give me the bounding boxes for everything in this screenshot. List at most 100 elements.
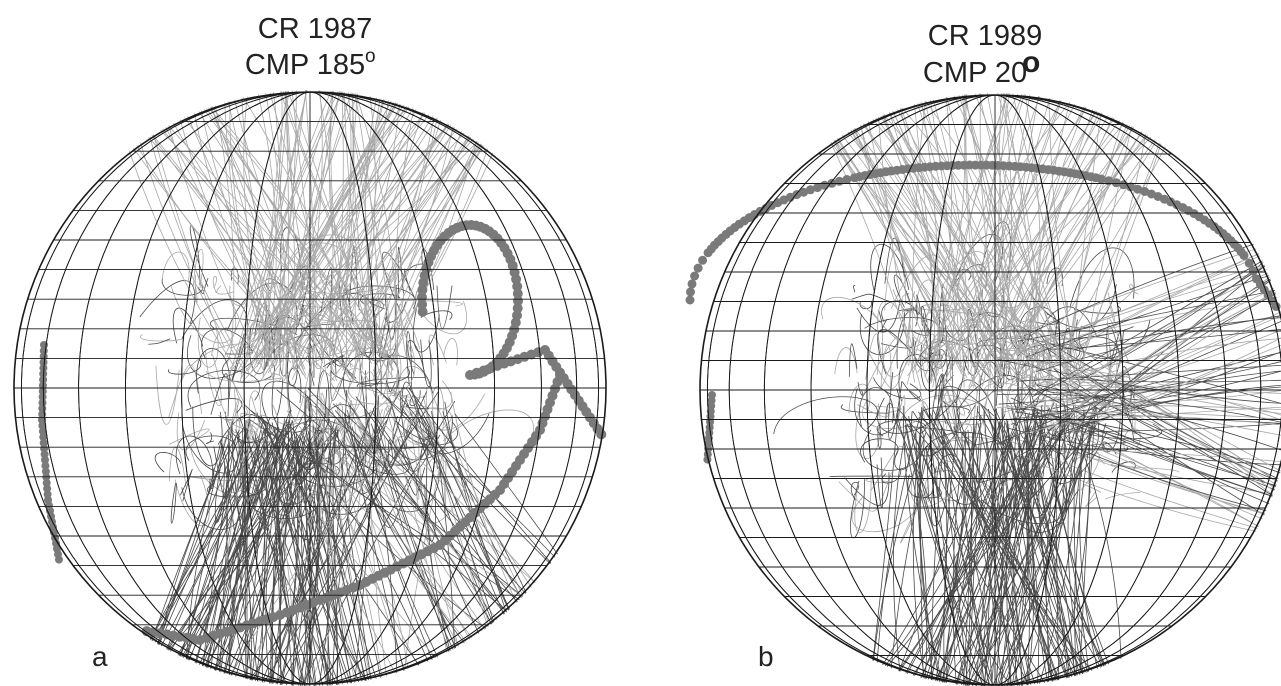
field-loop [170, 482, 177, 524]
field-loop [182, 426, 239, 474]
neutral-line-b [685, 160, 1281, 464]
neutral-line-dot [1111, 178, 1121, 188]
field-loop [1101, 418, 1121, 453]
open-field-line [995, 356, 1281, 428]
meridian-line [763, 95, 1227, 685]
open-field-line [1078, 419, 1281, 506]
field-loop [930, 490, 959, 501]
open-field-line [291, 90, 462, 380]
open-field-line [244, 90, 337, 366]
neutral-line-dot [38, 387, 47, 396]
field-loop [940, 385, 995, 425]
field-loop [877, 422, 882, 449]
field-loop [329, 371, 367, 406]
field-loop [942, 251, 989, 287]
field-loop [890, 254, 956, 316]
field-loop [1013, 393, 1046, 409]
open-field-line [996, 312, 1281, 445]
panel-b: CR 1989 CMP 20 o b [685, 20, 1281, 686]
field-loop [169, 428, 210, 445]
open-field-line [1041, 395, 1281, 440]
panel-a-title-line1: CR 1987 [258, 13, 372, 45]
field-loop [880, 344, 892, 390]
field-loop [197, 317, 219, 368]
open-field-line [307, 430, 338, 686]
open-field-line [941, 411, 1064, 686]
open-field-line [288, 424, 325, 686]
field-loop [921, 401, 939, 456]
field-loop [397, 246, 404, 299]
open-field-line [1079, 433, 1106, 686]
neutral-line-dot [38, 398, 47, 407]
field-loop [148, 338, 171, 345]
field-loop [388, 439, 394, 464]
field-loop [876, 419, 927, 437]
open-field-line [322, 90, 383, 356]
field-loop [385, 380, 396, 393]
field-loop [161, 251, 190, 284]
neutral-line-dot [39, 364, 48, 373]
field-loop [1117, 284, 1139, 305]
open-field-line [185, 437, 302, 686]
limb-circle [699, 94, 1281, 686]
open-field-line [327, 438, 372, 686]
open-field-line [930, 432, 945, 686]
neutral-line-dot [685, 295, 695, 305]
field-loop [205, 370, 284, 382]
open-field-line [369, 90, 446, 363]
open-field-line [924, 93, 1026, 378]
field-loop [271, 372, 284, 420]
neutral-line-dot [1239, 251, 1249, 260]
meridian-line [78, 92, 542, 684]
open-field-line [1018, 93, 1133, 382]
field-loop [829, 475, 913, 478]
neutral-line-dot [813, 183, 822, 193]
open-field-line [229, 90, 456, 370]
meridian-line [243, 92, 377, 684]
field-loop [862, 426, 925, 471]
open-field-line [974, 421, 1001, 686]
field-loop [893, 274, 912, 308]
open-field-line [1032, 383, 1281, 422]
field-loop [418, 300, 468, 335]
open-field-line [284, 90, 375, 353]
open-field-line [893, 93, 936, 370]
open-field-line [336, 425, 374, 686]
open-field-line [908, 419, 1053, 686]
open-field-line [1030, 93, 1075, 388]
open-field-line [1071, 422, 1123, 686]
field-loop [234, 412, 252, 423]
open-field-line [1022, 93, 1096, 376]
field-loop [857, 382, 864, 396]
open-field-line [980, 405, 1079, 686]
open-field-line [271, 422, 352, 686]
field-loop [398, 366, 434, 404]
field-loop [945, 367, 954, 383]
open-field-line [950, 93, 1013, 381]
field-loop [231, 333, 246, 383]
field-loop [932, 374, 944, 426]
open-field-line [207, 430, 282, 686]
open-field-line [280, 90, 399, 369]
neutral-line-dot [512, 303, 523, 314]
neutral-line-dot [39, 358, 48, 367]
open-field-line [450, 391, 564, 686]
open-field-line [228, 418, 264, 686]
neutral-line-dot [799, 187, 809, 197]
field-loop [915, 294, 921, 315]
open-field-line [1017, 423, 1066, 686]
open-field-line [1007, 93, 1171, 368]
open-field-line [286, 90, 338, 382]
open-field-line [929, 431, 968, 686]
open-field-line [299, 388, 328, 686]
open-field-line [1045, 411, 1281, 422]
neutral-line-dot [417, 306, 428, 317]
field-loop [206, 476, 267, 498]
open-field-line [954, 93, 1053, 385]
open-field-line [129, 439, 222, 686]
field-loop [1029, 375, 1075, 441]
open-field-line [239, 90, 349, 354]
field-loop [168, 359, 202, 375]
open-field-line [368, 418, 390, 686]
